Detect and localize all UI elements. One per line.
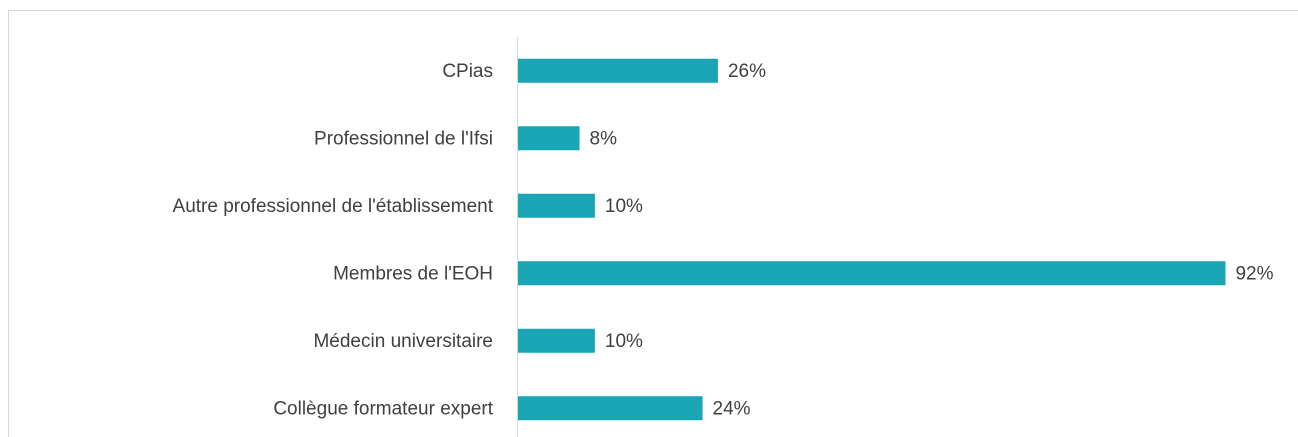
data-label: 10% bbox=[605, 196, 643, 217]
bar bbox=[518, 328, 595, 353]
category-label: Autre professionnel de l'établissement bbox=[173, 196, 494, 217]
data-label: 24% bbox=[713, 398, 751, 419]
category-label: CPias bbox=[442, 61, 493, 82]
chart-border bbox=[8, 10, 1298, 437]
data-label: 26% bbox=[728, 61, 766, 82]
category-label: Collègue formateur expert bbox=[273, 398, 493, 419]
bar bbox=[518, 126, 580, 151]
category-label: Professionnel de l'Ifsi bbox=[314, 128, 493, 149]
category-label: Membres de l'EOH bbox=[333, 263, 493, 284]
category-label: Médecin universitaire bbox=[313, 331, 493, 352]
bar bbox=[518, 58, 718, 83]
bar bbox=[518, 193, 595, 218]
data-label: 10% bbox=[605, 331, 643, 352]
bar bbox=[518, 261, 1226, 286]
data-label: 92% bbox=[1235, 263, 1273, 284]
bar bbox=[518, 396, 703, 421]
data-label: 8% bbox=[590, 128, 618, 149]
